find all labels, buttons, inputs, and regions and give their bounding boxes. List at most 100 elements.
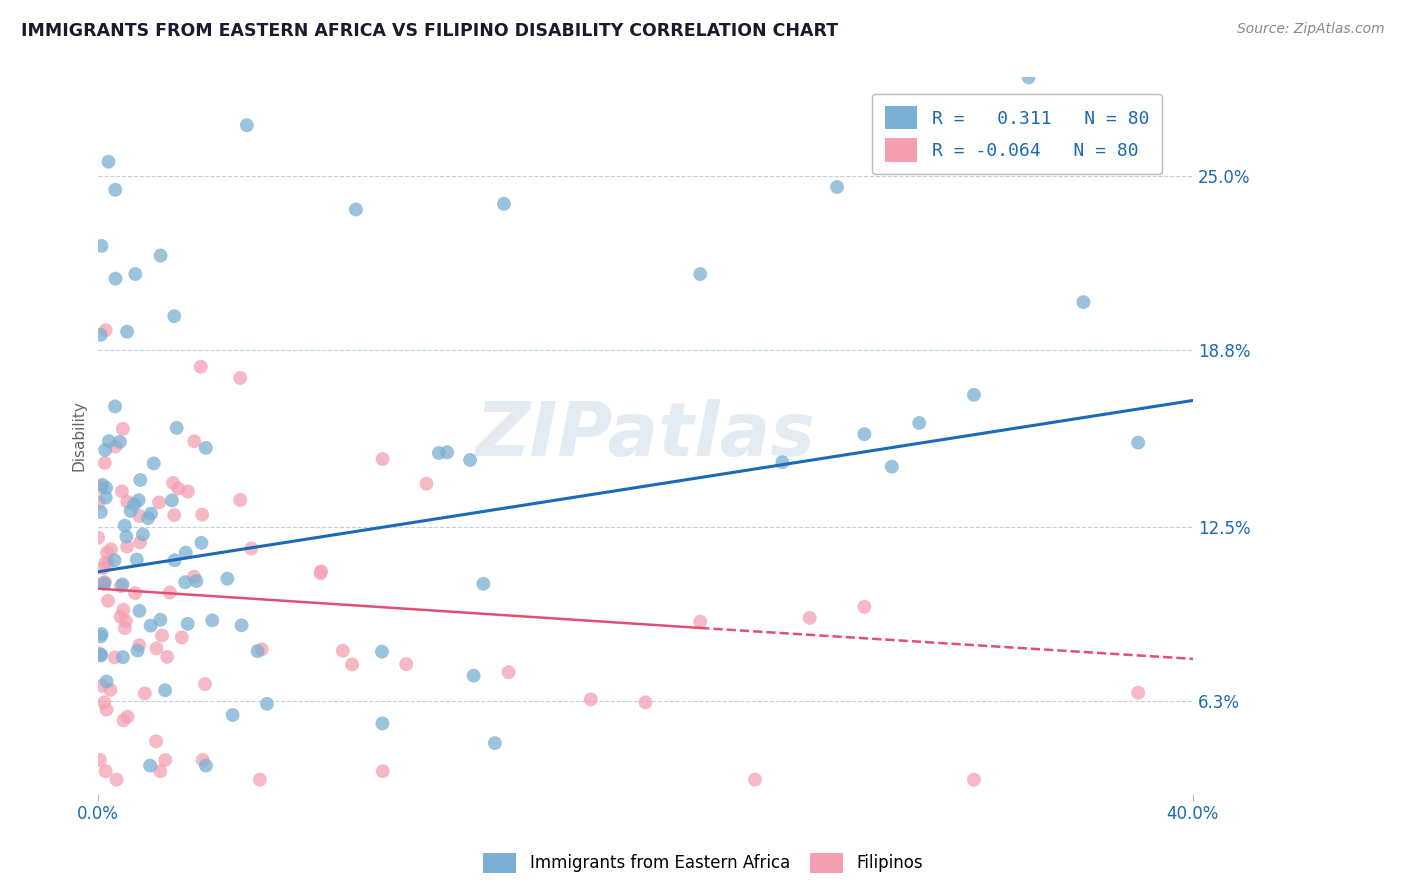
Point <box>201 613 224 627</box>
Point <box>231 618 253 632</box>
Point <box>132 527 155 541</box>
Point <box>129 535 152 549</box>
Point <box>114 621 136 635</box>
Point <box>112 603 135 617</box>
Point <box>128 604 150 618</box>
Point <box>249 772 271 787</box>
Point <box>94 323 117 337</box>
Point <box>124 267 146 281</box>
Point <box>240 541 263 556</box>
Point <box>111 484 134 499</box>
Point <box>156 649 179 664</box>
Point <box>91 478 114 492</box>
Point <box>1128 435 1150 450</box>
Point <box>115 325 138 339</box>
Point <box>799 611 821 625</box>
Point <box>115 540 138 554</box>
Point <box>125 552 148 566</box>
Point <box>90 239 112 253</box>
Point <box>194 677 217 691</box>
Point <box>770 455 793 469</box>
Point <box>744 772 766 787</box>
Point <box>160 493 183 508</box>
Point <box>183 570 205 584</box>
Point <box>129 473 152 487</box>
Point <box>250 642 273 657</box>
Point <box>114 614 136 628</box>
Point <box>166 421 188 435</box>
Point <box>190 359 212 374</box>
Point <box>128 493 150 508</box>
Point <box>139 507 162 521</box>
Point <box>90 327 112 342</box>
Point <box>177 484 200 499</box>
Point <box>97 556 120 570</box>
Y-axis label: Disability: Disability <box>72 401 86 471</box>
Point <box>371 764 394 779</box>
Point <box>111 650 134 665</box>
Point <box>236 118 259 132</box>
Point <box>115 530 138 544</box>
Point <box>217 572 239 586</box>
Point <box>159 585 181 599</box>
Point <box>128 509 150 524</box>
Point <box>94 575 117 590</box>
Point <box>110 609 132 624</box>
Point <box>112 714 135 728</box>
Point <box>145 641 167 656</box>
Point <box>124 586 146 600</box>
Point <box>103 553 125 567</box>
Point <box>194 441 217 455</box>
Point <box>117 709 139 723</box>
Point <box>371 645 394 659</box>
Point <box>100 542 122 557</box>
Point <box>96 545 118 559</box>
Point <box>149 764 172 779</box>
Point <box>104 650 127 665</box>
Point <box>332 644 354 658</box>
Point <box>90 630 112 644</box>
Point <box>309 566 332 581</box>
Point <box>90 505 112 519</box>
Point <box>1018 70 1040 85</box>
Point <box>139 758 162 772</box>
Point <box>174 546 197 560</box>
Point <box>177 616 200 631</box>
Point <box>97 594 120 608</box>
Point <box>371 716 394 731</box>
Point <box>170 631 193 645</box>
Point <box>87 531 110 545</box>
Point <box>853 599 876 614</box>
Point <box>246 644 269 658</box>
Point <box>579 692 602 706</box>
Point <box>229 371 252 385</box>
Point <box>117 494 139 508</box>
Point <box>191 508 214 522</box>
Point <box>183 434 205 449</box>
Point <box>149 249 172 263</box>
Point <box>104 271 127 285</box>
Text: IMMIGRANTS FROM EASTERN AFRICA VS FILIPINO DISABILITY CORRELATION CHART: IMMIGRANTS FROM EASTERN AFRICA VS FILIPI… <box>21 22 838 40</box>
Point <box>136 511 159 525</box>
Point <box>472 576 495 591</box>
Point <box>167 482 190 496</box>
Legend: R =   0.311   N = 80, R = -0.064   N = 80: R = 0.311 N = 80, R = -0.064 N = 80 <box>872 94 1161 174</box>
Point <box>111 422 134 436</box>
Point <box>163 553 186 567</box>
Point <box>1128 686 1150 700</box>
Point <box>174 575 197 590</box>
Point <box>186 574 208 588</box>
Point <box>153 683 176 698</box>
Point <box>458 453 481 467</box>
Point <box>128 638 150 652</box>
Point <box>100 682 122 697</box>
Point <box>93 576 115 591</box>
Point <box>97 434 120 449</box>
Point <box>142 457 165 471</box>
Point <box>309 564 332 578</box>
Point <box>139 618 162 632</box>
Point <box>89 753 111 767</box>
Point <box>155 753 177 767</box>
Point <box>87 495 110 509</box>
Point <box>498 665 520 680</box>
